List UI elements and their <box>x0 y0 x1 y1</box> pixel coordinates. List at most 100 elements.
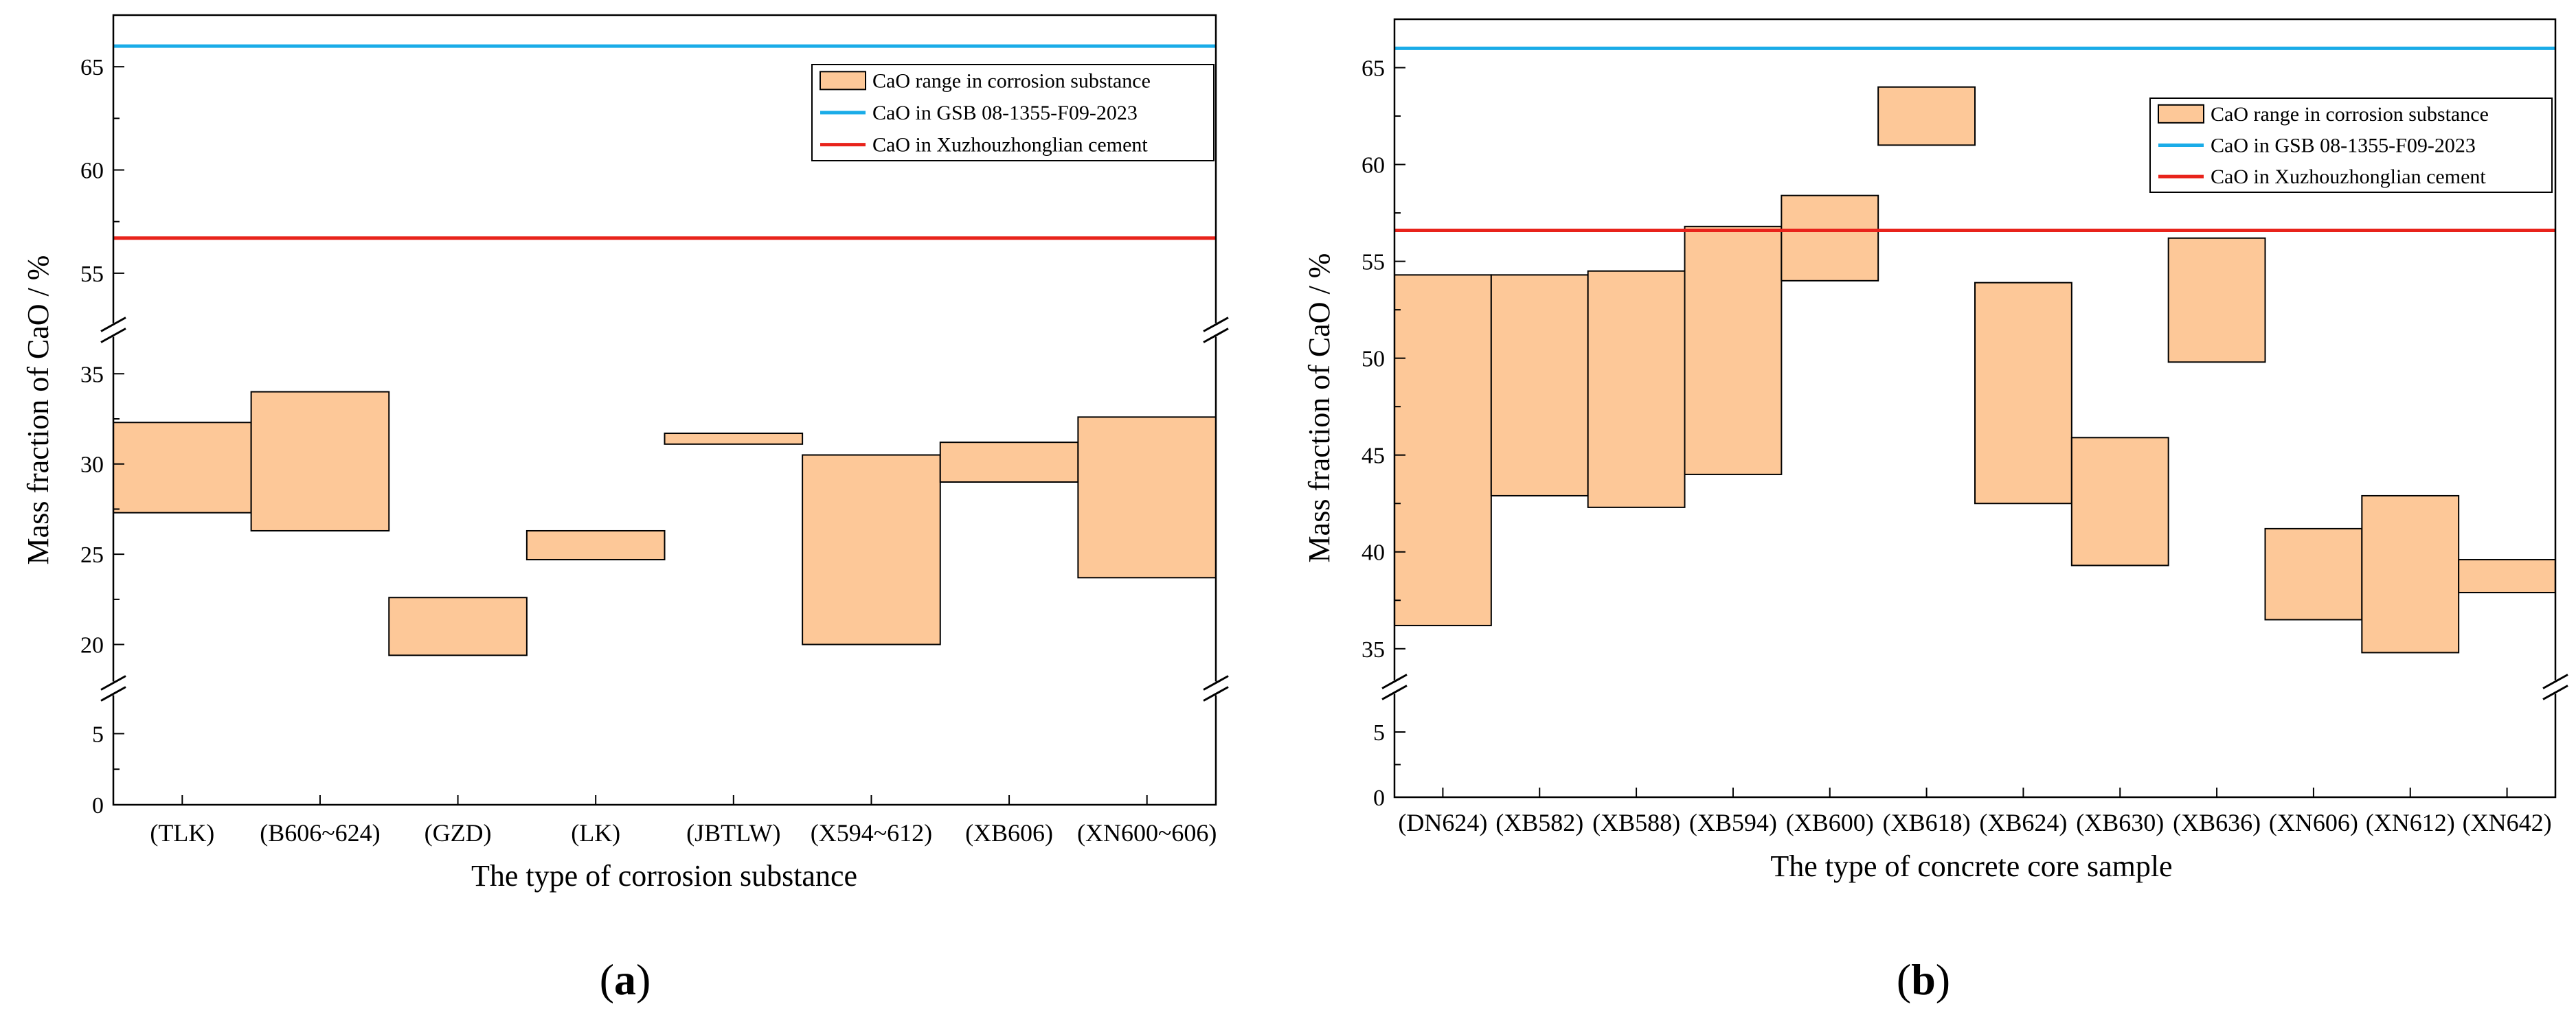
chart-b-axis-break-mark <box>2542 674 2568 689</box>
chart-b-bar-dn624 <box>1394 274 1492 626</box>
chart-a-plot-frame <box>112 14 1217 806</box>
chart-b-bar-xb630 <box>2070 437 2169 566</box>
chart-a-x-tick-label-jbtlw: (JBTLW) <box>686 819 780 847</box>
chart-b-axis-break-mark <box>1381 685 1408 700</box>
chart-b-x-axis-label: The type of concrete core sample <box>1770 849 2172 883</box>
chart-a-axis-break-mark <box>100 317 126 332</box>
chart-a-bar-jbtlw <box>664 433 804 445</box>
chart-a-axis-break-mark <box>100 675 126 691</box>
chart-b-y-tick-label: 65 <box>1362 56 1385 82</box>
chart-a-bar-xb606 <box>939 442 1079 483</box>
chart-a-x-tick-label-xb606: (XB606) <box>965 819 1053 847</box>
chart-a-legend-label: CaO in GSB 08-1355-F09-2023 <box>872 102 1138 124</box>
chart-b-legend-swatch-range <box>2158 104 2204 124</box>
chart-a-y-tick-label: 55 <box>80 262 104 287</box>
chart-a-x-tick-label-b606-624: (B606~624) <box>260 819 380 847</box>
chart-a-y-axis-label: Mass fraction of CaO / % <box>21 255 55 565</box>
chart-a-x-tick-labels: (TLK) (B606~624) (GZD) (LK) (JBTLW) (X594~612… <box>150 795 1217 847</box>
chart-b-x-tick-label-xn642: (XN642) <box>2463 809 2552 836</box>
chart-a-bar-x594-612 <box>802 454 941 645</box>
chart-b-legend-label: CaO range in corrosion substance <box>2211 103 2489 126</box>
chart-b-bar-xn612 <box>2361 494 2460 654</box>
chart-b-y-tick-label: 5 <box>1373 720 1385 746</box>
chart-a-x-tick-label-lk: (LK) <box>571 819 620 847</box>
chart-a-bar-tlk <box>113 422 252 514</box>
chart-b-y-tick-label: 55 <box>1362 250 1385 275</box>
chart-b-bar-xb600 <box>1781 194 1879 282</box>
chart-a-y-tick-label: 30 <box>80 453 104 478</box>
chart-a-x-axis-label: The type of corrosion substance <box>471 859 857 893</box>
chart-b-y-tick-label: 0 <box>1373 786 1385 811</box>
chart-a-legend: CaO range in corrosion substance CaO in G… <box>811 64 1214 161</box>
chart-a-bar-xn600-606 <box>1077 416 1217 579</box>
chart-b-x-tick-label-xb630: (XB630) <box>2076 809 2164 836</box>
chart-a-axis-break-gap <box>111 323 116 337</box>
chart-a-bar-b606-624 <box>250 391 390 531</box>
panel-label-a: (a) <box>600 955 651 1004</box>
chart-a-reference-lines <box>113 44 1216 240</box>
chart-b-legend-label: CaO in Xuzhouzhonglian cement <box>2211 165 2486 188</box>
chart-b-y-axis-label: Mass fraction of CaO / % <box>1302 253 1336 563</box>
chart-b-y-tick-label: 45 <box>1362 444 1385 469</box>
chart-b-x-tick-label-xn606: (XN606) <box>2269 809 2358 836</box>
chart-b-x-tick-label-xb624: (XB624) <box>1979 809 2067 836</box>
chart-b-reference-lines <box>1394 46 2555 232</box>
chart-b-range-bars <box>1394 86 2557 654</box>
chart-a-y-axis: 0 5 20 25 30 35 55 60 65 <box>80 14 1229 818</box>
chart-b-y-axis: 0 5 35 40 45 50 55 60 65 <box>1362 19 2568 811</box>
chart-b: 0 5 35 40 45 50 55 60 65 (DN624) (XB582) (XB588) (X… <box>1302 18 2568 1004</box>
chart-a-legend-swatch-range <box>820 71 866 91</box>
chart-b-legend-label: CaO in GSB 08-1355-F09-2023 <box>2211 135 2476 157</box>
chart-a-axis-break-gap <box>1213 323 1219 337</box>
chart-b-axis-break-mark <box>2542 685 2568 700</box>
chart-b-x-tick-label-xn612: (XN612) <box>2366 809 2455 836</box>
chart-a-legend-label: CaO in Xuzhouzhonglian cement <box>872 134 1148 157</box>
chart-b-y-tick-label: 35 <box>1362 637 1385 663</box>
chart-a-y-tick-label: 35 <box>80 362 104 387</box>
chart-b-bar-xb582 <box>1490 274 1589 496</box>
chart-a-x-tick-label-x594-612: (X594~612) <box>811 819 932 847</box>
chart-a-axis-break-mark <box>1203 328 1229 343</box>
chart-b-bar-xn606 <box>2264 527 2363 621</box>
chart-a-range-bars <box>113 391 1217 656</box>
chart-b-y-tick-label: 50 <box>1362 347 1385 372</box>
chart-a-bar-lk <box>526 529 666 561</box>
chart-a-x-tick-label-tlk: (TLK) <box>150 819 214 847</box>
chart-a-axis-break-mark <box>100 328 126 343</box>
chart-a-y-tick-label: 65 <box>80 55 104 80</box>
panel-label-b: (b) <box>1897 955 1950 1004</box>
chart-b-bar-xb618 <box>1877 86 1976 146</box>
chart-b-plot-frame <box>1393 18 2557 799</box>
chart-a-legend-label: CaO range in corrosion substance <box>872 69 1151 92</box>
chart-a: 0 5 20 25 30 35 55 60 65 (TLK) (B606~624) (GZD) (LK… <box>21 14 1229 1004</box>
chart-b-bar-xn642 <box>2458 559 2557 593</box>
chart-a-x-tick-label-gzd: (GZD) <box>425 819 492 847</box>
chart-b-axis-break-gap <box>2553 680 2558 694</box>
chart-b-legend-box <box>2149 98 2553 193</box>
chart-b-x-tick-label-xb582: (XB582) <box>1495 809 1583 836</box>
chart-a-legend-box <box>811 64 1214 161</box>
chart-b-legend: CaO range in corrosion substance CaO in G… <box>2149 98 2553 193</box>
chart-b-x-tick-label-xb594: (XB594) <box>1689 809 1777 836</box>
chart-b-x-tick-label-xb636: (XB636) <box>2173 809 2261 836</box>
chart-b-x-tick-label-dn624: (DN624) <box>1398 809 1487 836</box>
chart-b-bar-xb636 <box>2167 237 2266 363</box>
chart-a-axis-break-mark <box>1203 317 1229 332</box>
chart-b-x-tick-label-xb618: (XB618) <box>1883 809 1971 836</box>
chart-a-axis-break-gap <box>111 681 116 696</box>
chart-a-bar-gzd <box>388 597 528 656</box>
chart-a-y-tick-label: 25 <box>80 542 104 568</box>
chart-a-x-tick-label-xn600-606: (XN600~606) <box>1077 819 1217 847</box>
chart-a-y-tick-label: 5 <box>92 722 104 747</box>
chart-a-y-tick-label: 0 <box>92 793 104 818</box>
chart-b-y-tick-label: 60 <box>1362 153 1385 179</box>
chart-a-axis-break-gap <box>1213 681 1219 696</box>
chart-a-axis-break-mark <box>1203 675 1229 691</box>
chart-b-x-tick-label-xb600: (XB600) <box>1786 809 1874 836</box>
chart-b-y-tick-label: 40 <box>1362 540 1385 566</box>
chart-a-axis-break-mark <box>100 686 126 702</box>
chart-b-x-tick-labels: (DN624) (XB582) (XB588) (XB594) (XB600) (XB61… <box>1398 788 2552 836</box>
chart-b-axis-break-mark <box>1381 674 1408 689</box>
chart-b-bar-xb594 <box>1684 225 1783 475</box>
